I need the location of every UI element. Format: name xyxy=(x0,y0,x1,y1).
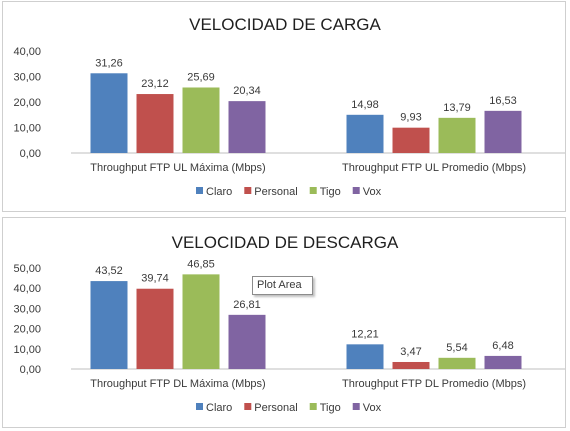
legend-swatch-personal xyxy=(244,403,252,410)
data-label: 12,21 xyxy=(351,328,379,340)
legend-swatch-tigo xyxy=(309,403,317,410)
legend-label-vox: Vox xyxy=(363,186,382,198)
data-label: 16,53 xyxy=(489,95,517,107)
y-tick-label: 40,00 xyxy=(13,46,41,58)
data-label: 14,98 xyxy=(351,99,379,111)
legend-swatch-vox xyxy=(352,187,360,194)
data-label: 43,52 xyxy=(95,265,123,277)
bar-claro xyxy=(90,73,128,153)
bar-claro xyxy=(90,281,128,369)
download-speed-chart-svg: VELOCIDAD DE DESCARGA 0,00 10,00 20,00 30,00… xyxy=(13,233,565,414)
upload-speed-chart[interactable]: VELOCIDAD DE CARGA 0,00 10,00 20,00 30,00 40,… xyxy=(2,1,566,212)
legend-label-claro: Claro xyxy=(206,186,232,198)
y-tick-label: 30,00 xyxy=(13,303,41,315)
data-label: 3,47 xyxy=(400,346,421,358)
y-tick-label: 10,00 xyxy=(13,123,41,135)
bar-vox xyxy=(484,355,522,369)
y-tick-label: 0,00 xyxy=(20,148,41,160)
y-tick-label: 10,00 xyxy=(13,344,41,356)
y-tick-label: 40,00 xyxy=(13,283,41,295)
bar-tigo xyxy=(438,357,476,369)
category-label: Throughput FTP UL Máxima (Mbps) xyxy=(90,162,265,174)
bar-claro xyxy=(346,114,384,153)
legend-swatch-tigo xyxy=(309,187,317,194)
data-label: 39,74 xyxy=(141,273,169,285)
chart-title: VELOCIDAD DE DESCARGA xyxy=(172,233,399,252)
data-label: 13,79 xyxy=(443,102,471,114)
legend-label-tigo: Tigo xyxy=(320,186,341,198)
data-label: 6,48 xyxy=(492,340,513,352)
data-label: 26,81 xyxy=(233,299,261,311)
y-tick-label: 0,00 xyxy=(20,364,41,376)
legend-label-tigo: Tigo xyxy=(320,402,341,414)
legend-label-vox: Vox xyxy=(363,402,382,414)
legend-swatch-personal xyxy=(244,187,252,194)
category-label: Throughput FTP DL Promedio (Mbps) xyxy=(342,378,526,390)
legend-label-claro: Claro xyxy=(206,402,232,414)
bar-vox xyxy=(484,110,522,153)
y-tick-label: 20,00 xyxy=(13,324,41,336)
bar-tigo xyxy=(438,117,476,153)
data-label: 25,69 xyxy=(187,71,215,83)
bar-personal xyxy=(136,288,174,369)
legend-swatch-claro xyxy=(196,187,203,194)
data-label: 46,85 xyxy=(187,258,215,270)
category-label: Throughput FTP UL Promedio (Mbps) xyxy=(342,162,526,174)
legend-label-personal: Personal xyxy=(254,402,297,414)
bar-claro xyxy=(346,344,384,369)
y-tick-label: 30,00 xyxy=(13,72,41,84)
y-tick-label: 20,00 xyxy=(13,97,41,109)
bar-tigo xyxy=(182,87,220,153)
bar-vox xyxy=(228,314,266,369)
data-label: 20,34 xyxy=(233,85,261,97)
data-label: 31,26 xyxy=(95,57,123,69)
category-label: Throughput FTP DL Máxima (Mbps) xyxy=(90,378,265,390)
download-speed-chart[interactable]: VELOCIDAD DE DESCARGA 0,00 10,00 20,00 30,00… xyxy=(2,217,566,428)
legend-swatch-claro xyxy=(196,403,203,410)
legend-label-personal: Personal xyxy=(254,186,297,198)
legend-swatch-vox xyxy=(352,403,360,410)
bar-personal xyxy=(392,361,430,369)
bar-personal xyxy=(136,94,174,153)
bar-tigo xyxy=(182,274,220,369)
data-label: 5,54 xyxy=(446,342,467,354)
y-tick-label: 50,00 xyxy=(13,263,41,275)
bar-personal xyxy=(392,127,430,153)
upload-speed-chart-svg: VELOCIDAD DE CARGA 0,00 10,00 20,00 30,00 40,… xyxy=(13,15,565,198)
data-label: 23,12 xyxy=(141,78,169,90)
data-label: 9,93 xyxy=(400,112,421,124)
chart-title: VELOCIDAD DE CARGA xyxy=(189,15,381,34)
plot-area-tooltip: Plot Area xyxy=(252,276,313,295)
bar-vox xyxy=(228,101,266,153)
